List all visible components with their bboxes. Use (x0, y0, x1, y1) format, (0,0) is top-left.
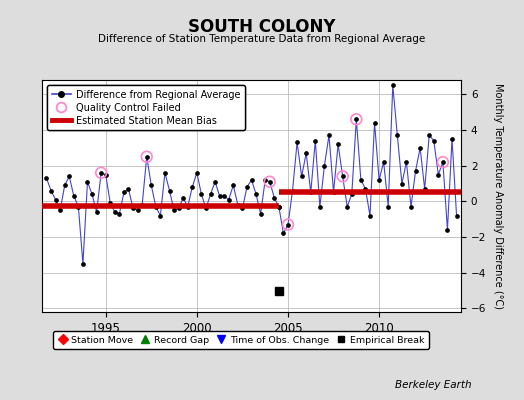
Legend: Station Move, Record Gap, Time of Obs. Change, Empirical Break: Station Move, Record Gap, Time of Obs. C… (53, 331, 429, 349)
Y-axis label: Monthly Temperature Anomaly Difference (°C): Monthly Temperature Anomaly Difference (… (493, 83, 503, 309)
Point (143, 154, 151, 160)
Point (284, 221, 292, 228)
Text: SOUTH COLONY: SOUTH COLONY (188, 18, 336, 36)
Legend: Difference from Regional Average, Quality Control Failed, Estimated Station Mean: Difference from Regional Average, Qualit… (47, 85, 245, 130)
Text: Difference of Station Temperature Data from Regional Average: Difference of Station Temperature Data f… (99, 34, 425, 44)
Point (266, 178, 274, 185)
Point (97, 170, 105, 176)
Point (439, 159, 447, 165)
Point (339, 173, 347, 180)
Point (352, 116, 361, 122)
Text: Berkeley Earth: Berkeley Earth (395, 380, 472, 390)
